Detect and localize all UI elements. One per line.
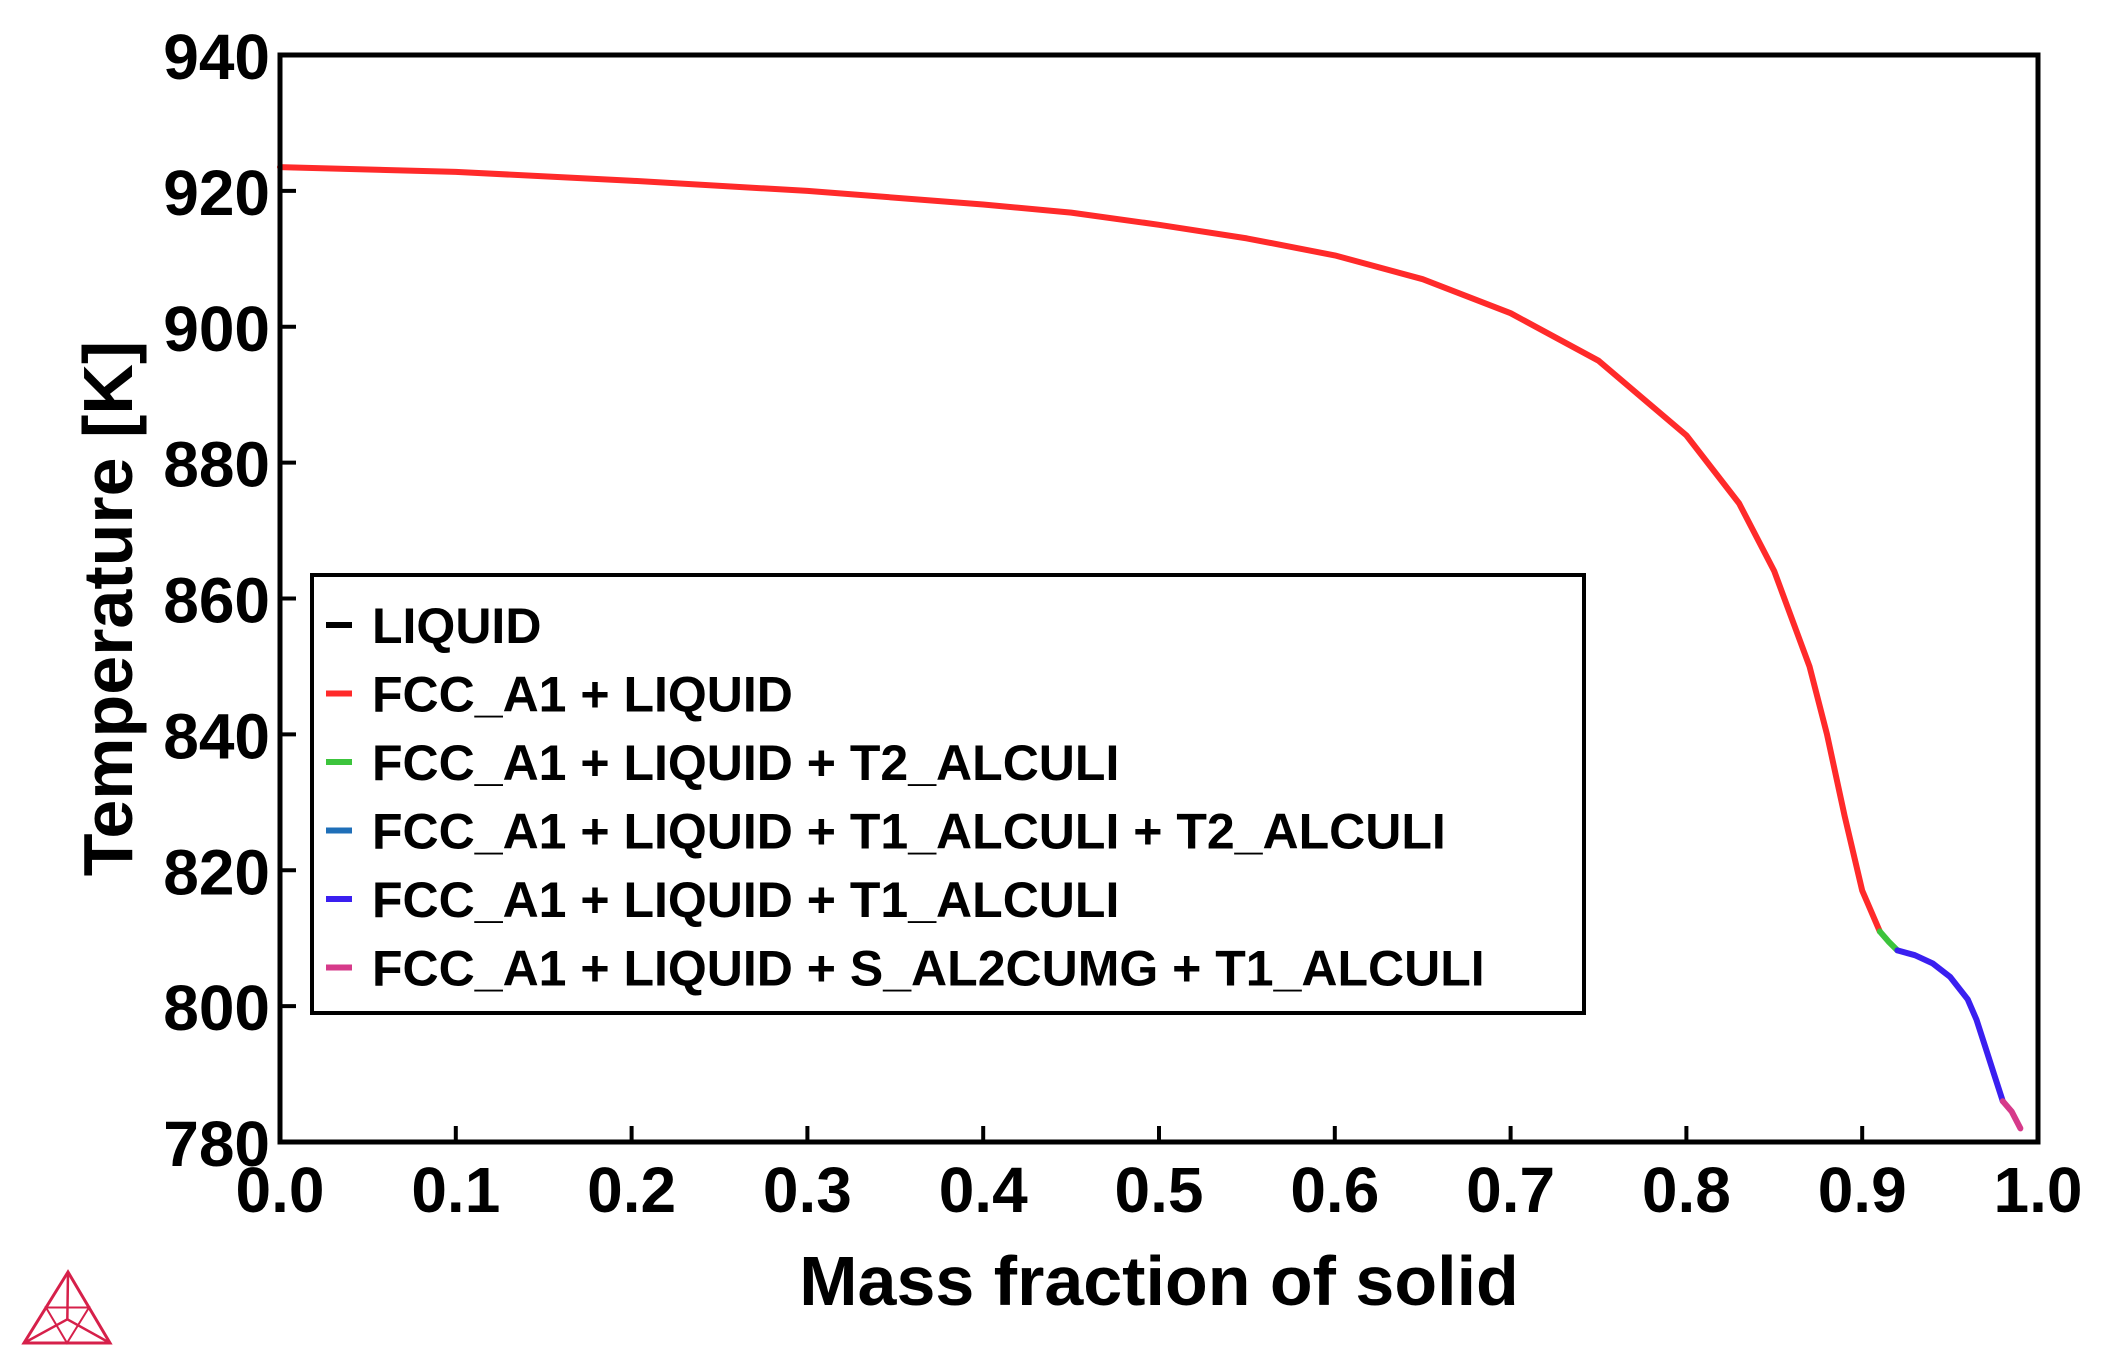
x-tick-label: 0.5: [1115, 1154, 1204, 1226]
y-tick-label: 780: [163, 1108, 270, 1180]
logo-spoke: [66, 1318, 111, 1345]
legend: LIQUID FCC_A1 + LIQUID FCC_A1 + LIQUID + T…: [310, 573, 1586, 1015]
x-tick-label: 1.0: [1994, 1154, 2083, 1226]
y-tick-label: 900: [163, 293, 270, 365]
legend-entry-label: FCC_A1 + LIQUID + T1_ALCULI: [372, 872, 1119, 928]
x-tick-label: 0.2: [587, 1154, 676, 1226]
x-tick-label: 0.6: [1290, 1154, 1379, 1226]
y-tick-label: 800: [163, 972, 270, 1044]
legend-box: [310, 573, 1586, 1015]
legend-entry-label: FCC_A1 + LIQUID + S_AL2CUMG + T1_ALCULI: [372, 941, 1485, 997]
logo-inner-triangle: [44, 1306, 91, 1345]
y-tick-label: 920: [163, 157, 270, 229]
x-tick-label: 0.3: [763, 1154, 852, 1226]
x-axis-label: Mass fraction of solid: [799, 1242, 1519, 1320]
series-line-2: [1876, 928, 1901, 954]
legend-entry-label: FCC_A1 + LIQUID: [372, 667, 793, 723]
thermo-calc-logo: [21, 1269, 113, 1345]
series-line-4: [1894, 947, 2006, 1105]
y-tick-label: 820: [163, 836, 270, 908]
logo-spoke: [66, 1271, 70, 1320]
legend-entry-label: LIQUID: [372, 598, 541, 654]
y-axis-label: Temperature [K]: [69, 341, 147, 876]
y-tick-label: 940: [163, 21, 270, 93]
legend-entry-label: FCC_A1 + LIQUID + T1_ALCULI + T2_ALCULI: [372, 804, 1446, 860]
legend-entry-label: FCC_A1 + LIQUID + T2_ALCULI: [372, 735, 1119, 791]
series-line-1: [277, 164, 1883, 935]
y-tick-label: 880: [163, 429, 270, 501]
series-line-5: [1999, 1098, 2024, 1132]
x-tick-label: 0.0: [236, 1154, 325, 1226]
x-tick-label: 0.7: [1466, 1154, 1555, 1226]
x-tick-label: 0.9: [1818, 1154, 1907, 1226]
x-tick-label: 0.4: [939, 1154, 1028, 1226]
x-tick-label: 0.8: [1642, 1154, 1731, 1226]
y-tick-label: 860: [163, 565, 270, 637]
y-tick-label: 840: [163, 700, 270, 772]
x-tick-label: 0.1: [411, 1154, 500, 1226]
logo-spoke: [23, 1318, 68, 1345]
